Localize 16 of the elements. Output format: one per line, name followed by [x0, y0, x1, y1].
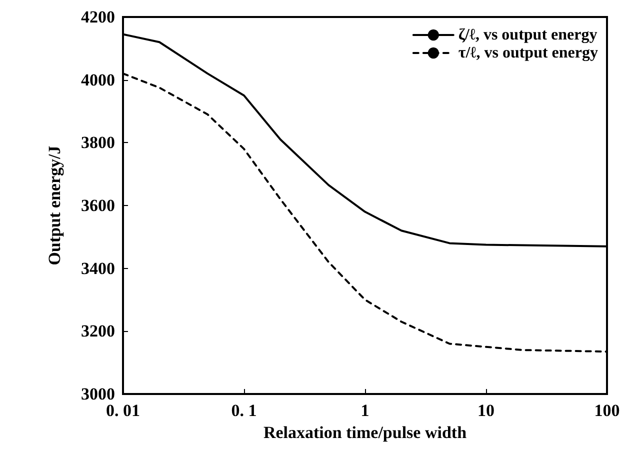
x-tick-label: 0. 1 [231, 401, 257, 420]
x-tick-label: 10 [478, 401, 494, 420]
legend-label: τ/ℓ, vs output energy [458, 44, 598, 62]
x-tick-label: 1 [360, 401, 370, 420]
y-tick-label: 4000 [81, 70, 115, 90]
y-tick-label: 3600 [81, 196, 115, 215]
y-tick-label: 4200 [81, 8, 115, 26]
x-tick-label: 0. 01 [106, 401, 140, 420]
y-tick-label: 3000 [81, 384, 115, 404]
x-tick-label: 100 [594, 401, 620, 420]
x-axis-title: Relaxation time/pulse width [263, 423, 468, 442]
y-axis-title: Output energy/J [45, 145, 64, 266]
y-tick-label: 3800 [81, 133, 115, 152]
y-tick-label: 3200 [81, 322, 115, 341]
y-tick-label: 3400 [81, 258, 115, 278]
legend-label: ζ/ℓ, vs output energy [458, 26, 598, 44]
